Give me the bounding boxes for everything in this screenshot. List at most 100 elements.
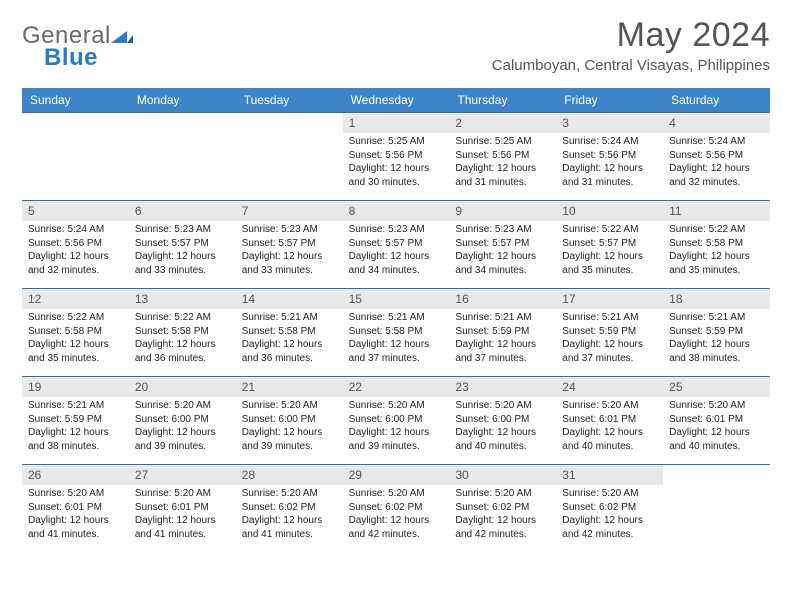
- calendar-cell: 1Sunrise: 5:25 AMSunset: 5:56 PMDaylight…: [343, 112, 450, 200]
- day-number: 6: [129, 201, 236, 221]
- calendar-cell: 7Sunrise: 5:23 AMSunset: 5:57 PMDaylight…: [236, 200, 343, 288]
- day-info: Sunrise: 5:24 AMSunset: 5:56 PMDaylight:…: [28, 223, 123, 277]
- day-number: 12: [22, 289, 129, 309]
- logo-text-2: Blue: [44, 44, 98, 71]
- header: General Blue May 2024 Calumboyan, Centra…: [22, 16, 770, 78]
- calendar-cell: 4Sunrise: 5:24 AMSunset: 5:56 PMDaylight…: [663, 112, 770, 200]
- day-info: Sunrise: 5:22 AMSunset: 5:58 PMDaylight:…: [28, 311, 123, 365]
- day-number: 22: [343, 377, 450, 397]
- day-info: Sunrise: 5:20 AMSunset: 6:01 PMDaylight:…: [562, 399, 657, 453]
- day-number: 15: [343, 289, 450, 309]
- calendar-cell-empty: [129, 112, 236, 200]
- calendar-cell: 23Sunrise: 5:20 AMSunset: 6:00 PMDayligh…: [449, 376, 556, 464]
- calendar-cell: 31Sunrise: 5:20 AMSunset: 6:02 PMDayligh…: [556, 464, 663, 552]
- day-number: 14: [236, 289, 343, 309]
- day-number: 29: [343, 465, 450, 485]
- location-subtitle: Calumboyan, Central Visayas, Philippines: [492, 57, 770, 74]
- weekday-header: Saturday: [663, 88, 770, 112]
- day-info: Sunrise: 5:21 AMSunset: 5:58 PMDaylight:…: [242, 311, 337, 365]
- calendar-cell: 11Sunrise: 5:22 AMSunset: 5:58 PMDayligh…: [663, 200, 770, 288]
- day-number: 9: [449, 201, 556, 221]
- day-number: 16: [449, 289, 556, 309]
- day-info: Sunrise: 5:20 AMSunset: 6:02 PMDaylight:…: [349, 487, 444, 541]
- calendar-cell: 3Sunrise: 5:24 AMSunset: 5:56 PMDaylight…: [556, 112, 663, 200]
- day-info: Sunrise: 5:20 AMSunset: 6:00 PMDaylight:…: [135, 399, 230, 453]
- day-number: 31: [556, 465, 663, 485]
- day-info: Sunrise: 5:20 AMSunset: 6:01 PMDaylight:…: [669, 399, 764, 453]
- day-info: Sunrise: 5:22 AMSunset: 5:58 PMDaylight:…: [669, 223, 764, 277]
- calendar-cell: 9Sunrise: 5:23 AMSunset: 5:57 PMDaylight…: [449, 200, 556, 288]
- day-info: Sunrise: 5:20 AMSunset: 6:02 PMDaylight:…: [455, 487, 550, 541]
- calendar-cell: 22Sunrise: 5:20 AMSunset: 6:00 PMDayligh…: [343, 376, 450, 464]
- calendar-cell: 28Sunrise: 5:20 AMSunset: 6:02 PMDayligh…: [236, 464, 343, 552]
- day-info: Sunrise: 5:25 AMSunset: 5:56 PMDaylight:…: [349, 135, 444, 189]
- calendar-grid: 1Sunrise: 5:25 AMSunset: 5:56 PMDaylight…: [22, 112, 770, 552]
- day-info: Sunrise: 5:21 AMSunset: 5:58 PMDaylight:…: [349, 311, 444, 365]
- calendar-cell: 5Sunrise: 5:24 AMSunset: 5:56 PMDaylight…: [22, 200, 129, 288]
- day-info: Sunrise: 5:23 AMSunset: 5:57 PMDaylight:…: [455, 223, 550, 277]
- calendar-cell: 27Sunrise: 5:20 AMSunset: 6:01 PMDayligh…: [129, 464, 236, 552]
- calendar-cell-empty: [236, 112, 343, 200]
- day-number: 23: [449, 377, 556, 397]
- day-number: 18: [663, 289, 770, 309]
- calendar-cell: 18Sunrise: 5:21 AMSunset: 5:59 PMDayligh…: [663, 288, 770, 376]
- calendar-cell-empty: [22, 112, 129, 200]
- day-number: 17: [556, 289, 663, 309]
- day-info: Sunrise: 5:20 AMSunset: 6:01 PMDaylight:…: [28, 487, 123, 541]
- calendar-cell: 29Sunrise: 5:20 AMSunset: 6:02 PMDayligh…: [343, 464, 450, 552]
- day-number: 5: [22, 201, 129, 221]
- day-number: 13: [129, 289, 236, 309]
- logo: General Blue: [22, 16, 133, 78]
- day-number: 24: [556, 377, 663, 397]
- calendar-cell: 13Sunrise: 5:22 AMSunset: 5:58 PMDayligh…: [129, 288, 236, 376]
- day-number: 20: [129, 377, 236, 397]
- weekday-header-row: SundayMondayTuesdayWednesdayThursdayFrid…: [22, 88, 770, 112]
- calendar-cell: 25Sunrise: 5:20 AMSunset: 6:01 PMDayligh…: [663, 376, 770, 464]
- day-info: Sunrise: 5:20 AMSunset: 6:00 PMDaylight:…: [349, 399, 444, 453]
- day-info: Sunrise: 5:23 AMSunset: 5:57 PMDaylight:…: [349, 223, 444, 277]
- day-number: 3: [556, 113, 663, 133]
- calendar-cell: 24Sunrise: 5:20 AMSunset: 6:01 PMDayligh…: [556, 376, 663, 464]
- day-number: 10: [556, 201, 663, 221]
- day-info: Sunrise: 5:20 AMSunset: 6:00 PMDaylight:…: [242, 399, 337, 453]
- day-number: 2: [449, 113, 556, 133]
- day-info: Sunrise: 5:24 AMSunset: 5:56 PMDaylight:…: [669, 135, 764, 189]
- title-block: May 2024 Calumboyan, Central Visayas, Ph…: [492, 16, 770, 74]
- calendar-cell: 20Sunrise: 5:20 AMSunset: 6:00 PMDayligh…: [129, 376, 236, 464]
- day-info: Sunrise: 5:23 AMSunset: 5:57 PMDaylight:…: [242, 223, 337, 277]
- day-info: Sunrise: 5:22 AMSunset: 5:58 PMDaylight:…: [135, 311, 230, 365]
- weekday-header: Friday: [556, 88, 663, 112]
- calendar-cell: 16Sunrise: 5:21 AMSunset: 5:59 PMDayligh…: [449, 288, 556, 376]
- day-number: 1: [343, 113, 450, 133]
- day-number: 30: [449, 465, 556, 485]
- page-title: May 2024: [492, 16, 770, 55]
- day-number: 21: [236, 377, 343, 397]
- calendar-cell: 6Sunrise: 5:23 AMSunset: 5:57 PMDaylight…: [129, 200, 236, 288]
- calendar-cell: 30Sunrise: 5:20 AMSunset: 6:02 PMDayligh…: [449, 464, 556, 552]
- day-info: Sunrise: 5:23 AMSunset: 5:57 PMDaylight:…: [135, 223, 230, 277]
- weekday-header: Tuesday: [236, 88, 343, 112]
- weekday-header: Thursday: [449, 88, 556, 112]
- day-number: 19: [22, 377, 129, 397]
- logo-mark-icon: [111, 24, 133, 52]
- calendar-cell: 2Sunrise: 5:25 AMSunset: 5:56 PMDaylight…: [449, 112, 556, 200]
- day-info: Sunrise: 5:21 AMSunset: 5:59 PMDaylight:…: [28, 399, 123, 453]
- day-number: 11: [663, 201, 770, 221]
- day-info: Sunrise: 5:22 AMSunset: 5:57 PMDaylight:…: [562, 223, 657, 277]
- day-info: Sunrise: 5:20 AMSunset: 6:02 PMDaylight:…: [562, 487, 657, 541]
- calendar-cell: 10Sunrise: 5:22 AMSunset: 5:57 PMDayligh…: [556, 200, 663, 288]
- day-number: 7: [236, 201, 343, 221]
- day-info: Sunrise: 5:25 AMSunset: 5:56 PMDaylight:…: [455, 135, 550, 189]
- weekday-header: Wednesday: [343, 88, 450, 112]
- calendar-cell: 14Sunrise: 5:21 AMSunset: 5:58 PMDayligh…: [236, 288, 343, 376]
- day-number: 27: [129, 465, 236, 485]
- day-number: 25: [663, 377, 770, 397]
- day-number: 26: [22, 465, 129, 485]
- calendar-cell: 12Sunrise: 5:22 AMSunset: 5:58 PMDayligh…: [22, 288, 129, 376]
- day-info: Sunrise: 5:24 AMSunset: 5:56 PMDaylight:…: [562, 135, 657, 189]
- calendar-cell-empty: [663, 464, 770, 552]
- day-info: Sunrise: 5:20 AMSunset: 6:01 PMDaylight:…: [135, 487, 230, 541]
- calendar-cell: 8Sunrise: 5:23 AMSunset: 5:57 PMDaylight…: [343, 200, 450, 288]
- weekday-header: Sunday: [22, 88, 129, 112]
- calendar-cell: 15Sunrise: 5:21 AMSunset: 5:58 PMDayligh…: [343, 288, 450, 376]
